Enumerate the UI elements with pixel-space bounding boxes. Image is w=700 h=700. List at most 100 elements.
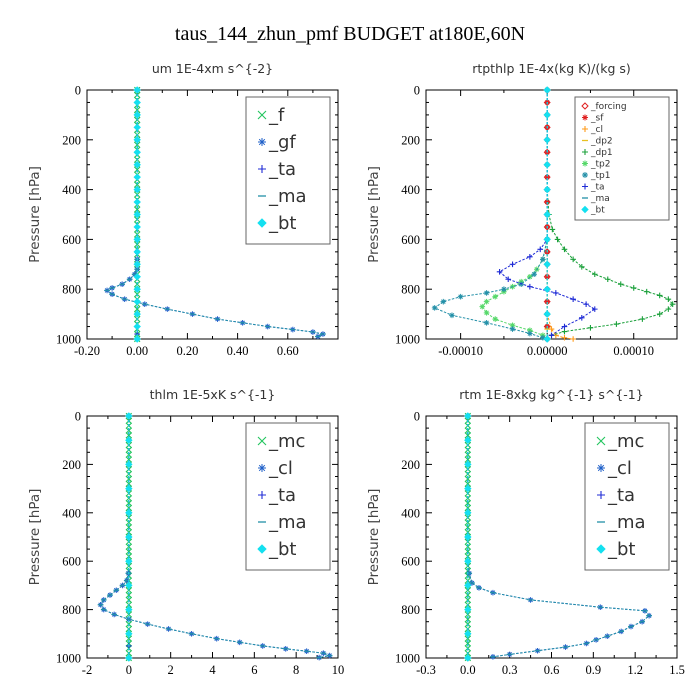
x-tick-label: -0.3 (416, 663, 436, 677)
legend-entry: _forcing (581, 102, 627, 112)
legend-entry: _dp1 (582, 148, 613, 158)
data-point (464, 548, 472, 555)
legend-label: _forcing (590, 102, 627, 112)
data-point (464, 460, 472, 469)
series-tp2 (479, 87, 550, 339)
data-point (133, 223, 141, 231)
data-point (561, 328, 568, 335)
data-point (492, 316, 499, 322)
panel-title: um 1E-4xm s^{-2} (152, 61, 273, 76)
legend-entry: _tp2 (582, 160, 610, 170)
panel-title: thlm 1E-5xK s^{-1} (150, 387, 276, 402)
y-axis-label: Pressure [hPa] (366, 489, 382, 586)
data-point (133, 173, 141, 181)
legend-entry: _dp2 (582, 137, 613, 147)
legend-label: _sf (590, 114, 604, 124)
data-point (531, 271, 537, 278)
data-point (133, 235, 141, 244)
data-point (133, 86, 141, 94)
y-tick-label: 400 (62, 183, 81, 197)
x-tick-label: -0.00010 (438, 344, 483, 358)
y-tick-label: 0 (75, 84, 81, 98)
y-tick-label: 0 (414, 84, 420, 98)
series-bt (133, 86, 141, 343)
y-tick-label: 800 (62, 603, 81, 617)
legend-entry: _bt (596, 539, 635, 560)
data-point (464, 436, 472, 444)
data-point (554, 236, 561, 243)
panel-thlm: thlm 1E-5xK s^{-1} Pressure [hPa] 0 200 400 6… (27, 387, 344, 677)
y-tick-label: 200 (62, 133, 81, 147)
legend-marker (257, 218, 267, 228)
legend-label: _ta (268, 159, 296, 180)
legend-entry: _bt (581, 206, 605, 216)
data-point (543, 235, 551, 244)
legend: _mc _cl _ta _ma _bt (584, 422, 670, 571)
data-point (464, 596, 472, 604)
data-point (617, 281, 624, 288)
panel-rtpthlp: rtpthlp 1E-4x(kg K)/(kg s) Pressure [hPa]… (366, 61, 678, 358)
legend: _forcing _sf_cl _dp2_dp1 _tp2_tp1 _ta_ma _bt (574, 96, 670, 221)
x-tick-label: -2 (82, 663, 92, 677)
data-point (125, 654, 133, 662)
legend-entry: _ma (582, 194, 610, 204)
data-point (553, 290, 559, 296)
y-axis-label: Pressure [hPa] (366, 166, 382, 263)
legend-label: _bt (607, 539, 635, 560)
data-point (431, 305, 438, 311)
legend-label: _tp2 (590, 160, 610, 170)
data-point (464, 635, 472, 642)
data-point (548, 332, 555, 339)
legend-label: _bt (590, 206, 605, 216)
legend-marker (258, 491, 266, 499)
data-point (464, 484, 472, 493)
data-point (509, 326, 516, 332)
x-tick-label: 0.3 (502, 663, 518, 677)
legend-marker (258, 165, 266, 173)
data-point (464, 581, 472, 590)
data-point (133, 136, 141, 144)
data-point (630, 285, 637, 291)
data-point (464, 475, 472, 483)
legend-label: _ma (590, 194, 610, 204)
data-point (501, 286, 507, 292)
data-point (125, 480, 133, 487)
series-bt (125, 412, 133, 662)
data-point (665, 306, 672, 312)
data-point (483, 320, 490, 326)
y-tick-label: 400 (62, 506, 81, 520)
data-point (125, 543, 133, 550)
data-point (125, 533, 133, 541)
data-point (125, 499, 133, 507)
data-point (544, 298, 550, 305)
data-point (133, 273, 141, 281)
data-point (440, 298, 447, 305)
data-point (133, 260, 141, 269)
data-point (134, 141, 141, 148)
x-tick-label: 6 (251, 663, 257, 677)
legend-label: _gf (268, 132, 296, 153)
data-point (656, 292, 663, 299)
data-point (464, 451, 472, 458)
data-point (133, 198, 141, 206)
data-point (537, 246, 544, 253)
y-tick-label: 200 (62, 458, 81, 472)
y-tick-label: 200 (401, 133, 420, 147)
legend: _mc _cl _ta _ma _bt (245, 422, 331, 571)
data-point (133, 160, 141, 169)
data-point (570, 336, 576, 342)
y-axis-label: Pressure [hPa] (27, 166, 43, 263)
legend-entry: _mc (596, 431, 644, 452)
legend-entry: _ta (258, 159, 296, 180)
data-point (570, 296, 576, 302)
y-tick-label: 400 (401, 183, 420, 197)
legend-marker (582, 114, 588, 121)
data-point (561, 246, 568, 253)
legend-marker (582, 172, 588, 178)
data-point (464, 480, 472, 487)
y-tick-label: 800 (62, 283, 81, 297)
data-point (544, 273, 550, 280)
legend-entry: _ma (258, 512, 307, 533)
data-point (464, 605, 472, 614)
legend: _f _gf _ta _ma _bt (245, 96, 331, 245)
